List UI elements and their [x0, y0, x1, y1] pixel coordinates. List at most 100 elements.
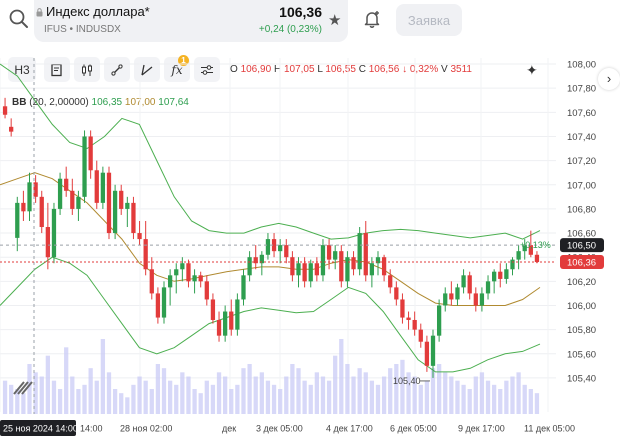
volume-bar [9, 384, 14, 414]
candle-body [119, 190, 124, 209]
candle-body [516, 251, 521, 260]
lines-button[interactable] [134, 57, 160, 82]
volume-bar [33, 372, 38, 414]
interval-button[interactable]: H3 [8, 57, 36, 82]
ohlc-h-label: H [273, 64, 282, 75]
draw-button[interactable] [104, 57, 130, 82]
candle-body [357, 233, 362, 270]
volume-bar [76, 389, 81, 414]
candle-body [180, 263, 185, 270]
volume-bar [271, 384, 277, 414]
candle-body [76, 196, 81, 209]
settings-icon [201, 64, 213, 75]
x-tick-label: дек [222, 424, 236, 434]
bb-upper: 106,35 [91, 97, 123, 108]
candle-body [100, 172, 106, 203]
volume-bar [436, 364, 442, 414]
sparkle-icon[interactable]: ✦ [526, 62, 538, 78]
volume-bar [241, 368, 246, 414]
candle-body [33, 182, 38, 197]
volume-bar [369, 380, 375, 414]
volume-bar [375, 384, 381, 414]
ohlc-l: 106,55 [325, 64, 356, 75]
candle-body [112, 190, 118, 234]
volume-bar [314, 372, 319, 414]
candle-body [198, 275, 203, 282]
y-tick-label: 105,80 [567, 325, 596, 336]
x-tick-label-partial: 14:00 [80, 424, 103, 434]
volume-bar [100, 339, 106, 414]
lines-icon [141, 64, 153, 76]
prev-close-badge [560, 238, 604, 253]
candle-body [381, 257, 387, 276]
instrument-card[interactable]: Индекс доллара* IFUS • INDUSDX 106,36 +0… [34, 0, 348, 42]
candle-body [534, 254, 540, 263]
volume-bar [131, 384, 136, 414]
volume-bar [510, 376, 515, 414]
ohlc-volume: 3511 [450, 64, 472, 75]
y-tick-label: 105,40 [567, 373, 596, 384]
y-tick-label: 107,00 [567, 180, 596, 191]
volume-bar [265, 380, 271, 414]
volume-bar [412, 376, 417, 414]
bb-lower: 107,64 [158, 97, 189, 108]
y-tick-label: 105,60 [567, 349, 596, 360]
volume-bar [180, 372, 185, 414]
candle-body [88, 136, 93, 171]
bb-lower-line [0, 256, 541, 373]
candle-body [498, 271, 503, 279]
y-tick-label: 106,20 [567, 277, 596, 288]
candle-body [314, 263, 319, 276]
candle-body [21, 202, 26, 212]
volume-bar [498, 389, 503, 414]
volume-bar [259, 372, 264, 414]
volume-bar [143, 380, 148, 414]
candle-body [461, 275, 466, 288]
bb-params: (20, 2,00000) [29, 97, 89, 108]
candle-body [388, 275, 393, 288]
volume-bar [216, 372, 222, 414]
draw-icon [111, 63, 123, 76]
chart-type-button[interactable] [74, 57, 100, 82]
instrument-name: Индекс доллара* [46, 4, 150, 19]
candle-body [418, 329, 423, 342]
candle-body [339, 251, 344, 282]
volume-bar [149, 389, 154, 414]
chevron-right-icon[interactable]: › [598, 68, 620, 90]
candle-body [174, 269, 179, 276]
x-tick-label: 3 дек 05:00 [256, 424, 303, 434]
volume-bar [235, 384, 240, 414]
volume-bar [443, 372, 448, 414]
order-button[interactable]: Заявка [396, 4, 462, 36]
candle-body [369, 263, 375, 276]
volume-bar [534, 393, 540, 414]
bell-plus-icon[interactable] [362, 9, 382, 29]
candle-body [278, 245, 283, 252]
search-icon[interactable] [8, 8, 30, 30]
ohlc-legend: O 106,90 H 107,05 L 106,55 C 106,56 ↓ 0,… [230, 64, 472, 75]
ohlc-arrow: ↓ [402, 64, 408, 75]
x-tick-label: 11 дек 05:00 [524, 424, 575, 434]
candle-body [94, 170, 99, 203]
volume-bar [15, 389, 20, 414]
volume-bar [39, 376, 44, 414]
notes-button[interactable] [44, 57, 70, 82]
candle-body [443, 293, 448, 306]
candle-body [345, 257, 350, 282]
candle-body [333, 251, 338, 260]
volume-bar [57, 389, 63, 414]
favorite-star-icon[interactable]: ★ [328, 12, 342, 29]
candle-body [70, 190, 75, 209]
crosshair-date-badge [0, 420, 76, 436]
candle-body [430, 335, 436, 366]
candle-body [455, 287, 460, 300]
y-tick-label: 107,60 [567, 108, 596, 119]
volume-bar [449, 376, 454, 414]
settings-button[interactable] [194, 57, 220, 82]
candle-body [302, 263, 307, 282]
instrument-change: +0,24 (0,23%) [258, 24, 322, 35]
volume-bar [51, 380, 57, 414]
y-tick-label: 106,60 [567, 229, 596, 240]
volume-bar [155, 364, 161, 414]
